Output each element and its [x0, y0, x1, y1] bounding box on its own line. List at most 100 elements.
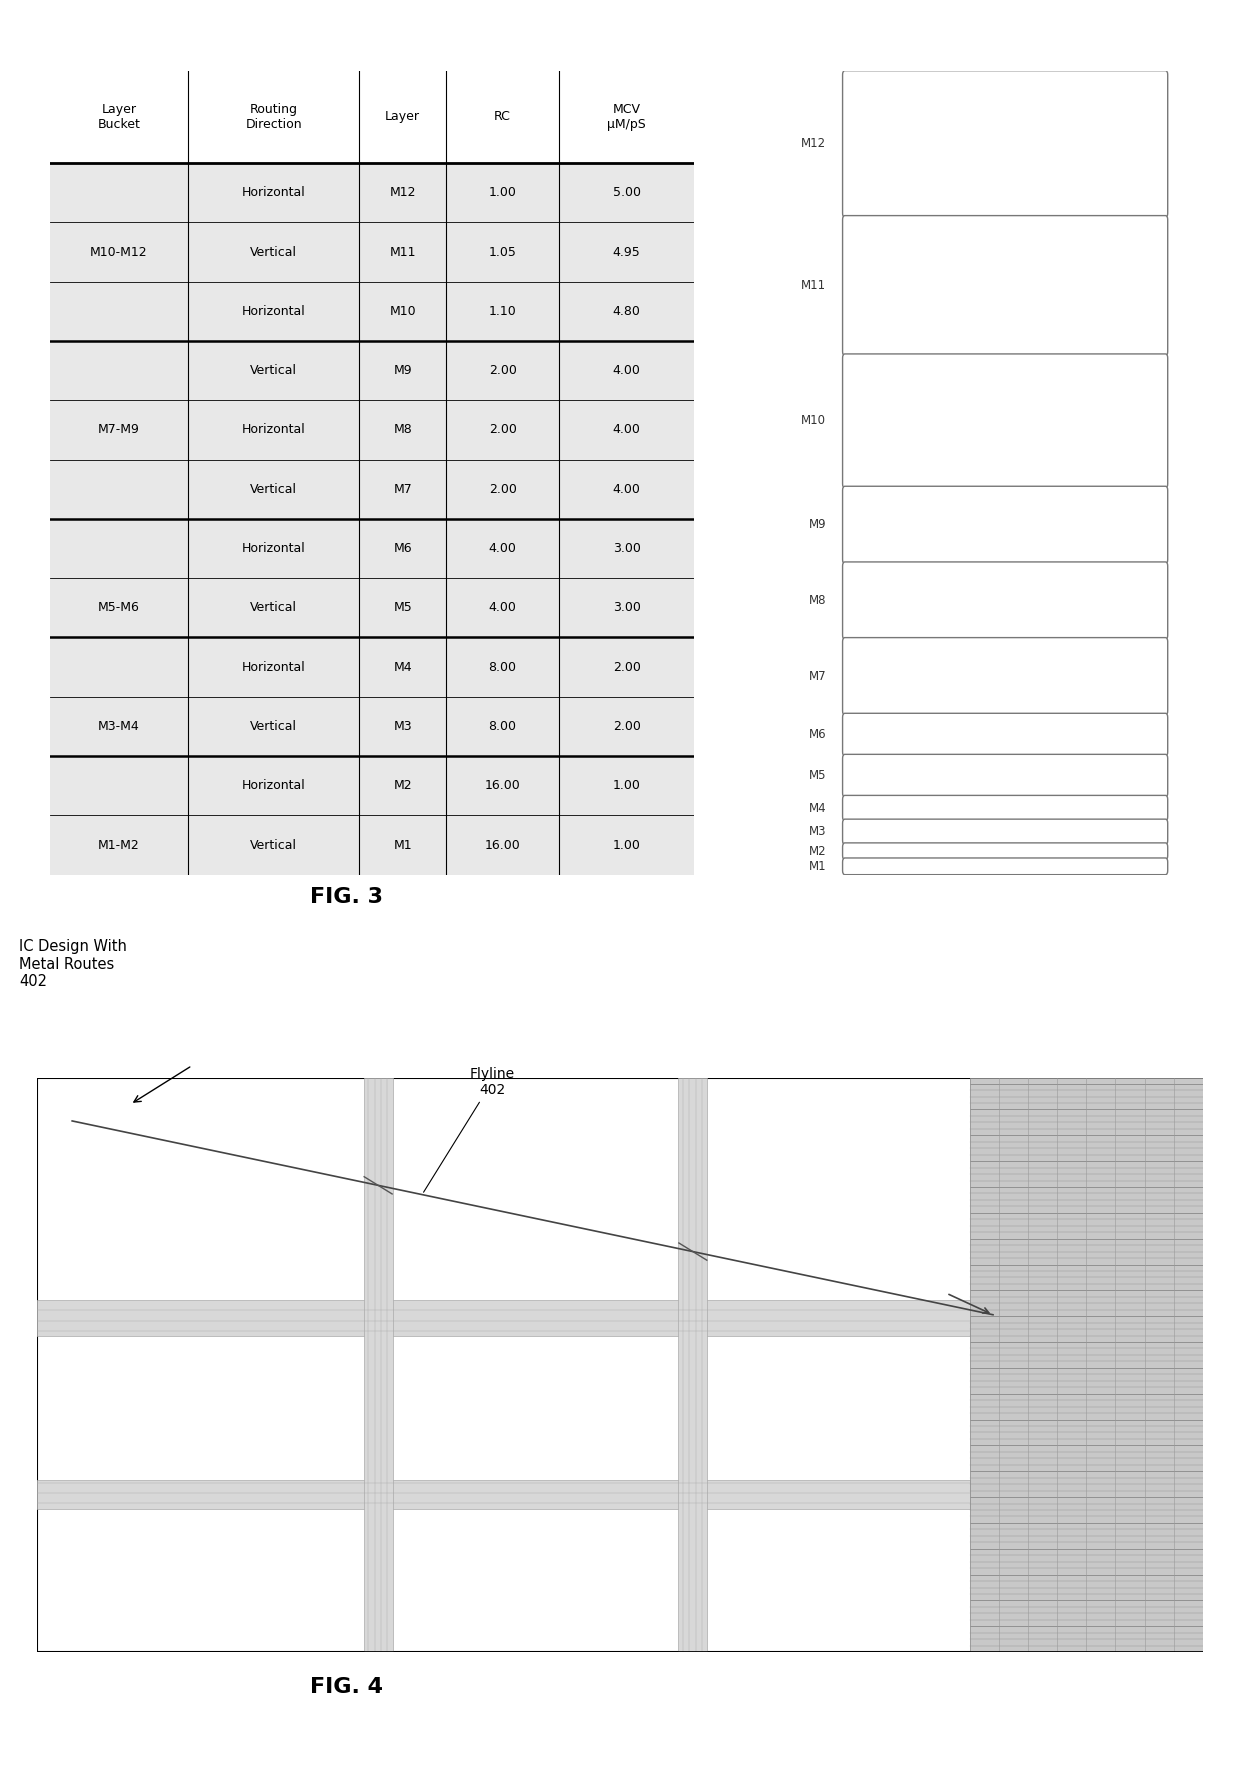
Text: Vertical: Vertical: [250, 839, 298, 852]
Text: M10-M12: M10-M12: [91, 246, 148, 258]
Bar: [50, 71, 694, 163]
Text: M1-M2: M1-M2: [98, 839, 140, 852]
Text: 2.00: 2.00: [489, 364, 517, 376]
Text: M10: M10: [801, 415, 826, 428]
FancyBboxPatch shape: [843, 638, 1168, 716]
Text: 2.00: 2.00: [613, 719, 641, 733]
FancyBboxPatch shape: [843, 562, 1168, 640]
Text: 4.95: 4.95: [613, 246, 641, 258]
Text: 3.00: 3.00: [613, 542, 641, 555]
Text: M6: M6: [393, 542, 412, 555]
FancyBboxPatch shape: [843, 843, 1168, 859]
Bar: [678, 1078, 707, 1652]
Bar: [37, 1481, 970, 1509]
Text: M7-M9: M7-M9: [98, 424, 140, 436]
Text: M7: M7: [808, 670, 826, 682]
Bar: [50, 281, 694, 341]
Text: 5.00: 5.00: [613, 186, 641, 200]
Text: Vertical: Vertical: [250, 601, 298, 615]
Bar: [50, 163, 694, 223]
Text: Layer
Bucket: Layer Bucket: [98, 102, 140, 131]
Text: Vertical: Vertical: [250, 246, 298, 258]
Text: 16.00: 16.00: [485, 779, 521, 792]
Text: M2: M2: [808, 845, 826, 857]
Text: Vertical: Vertical: [250, 364, 298, 376]
Text: M8: M8: [808, 594, 826, 608]
Text: 1.00: 1.00: [613, 839, 641, 852]
Text: 3.00: 3.00: [613, 601, 641, 615]
Text: M11: M11: [389, 246, 415, 258]
Bar: [50, 401, 694, 459]
Text: 4.00: 4.00: [613, 424, 641, 436]
FancyBboxPatch shape: [843, 714, 1168, 756]
Text: Horizontal: Horizontal: [242, 424, 305, 436]
Text: M8: M8: [393, 424, 412, 436]
Bar: [50, 223, 694, 281]
Text: M3: M3: [808, 825, 826, 838]
Text: M10: M10: [389, 306, 415, 318]
Bar: [50, 578, 694, 638]
Text: M9: M9: [393, 364, 412, 376]
Text: 1.10: 1.10: [489, 306, 516, 318]
Text: 1.00: 1.00: [489, 186, 517, 200]
Text: 4.00: 4.00: [489, 601, 517, 615]
FancyBboxPatch shape: [843, 71, 1168, 217]
Text: Routing
Direction: Routing Direction: [246, 102, 303, 131]
Bar: [50, 519, 694, 578]
Text: M3-M4: M3-M4: [98, 719, 140, 733]
Text: Vertical: Vertical: [250, 719, 298, 733]
Text: 2.00: 2.00: [613, 661, 641, 673]
Text: FIG. 4: FIG. 4: [310, 1677, 383, 1698]
FancyBboxPatch shape: [843, 859, 1168, 875]
Bar: [970, 1078, 1203, 1652]
FancyBboxPatch shape: [843, 353, 1168, 488]
Text: Flyline
402: Flyline 402: [424, 1067, 515, 1193]
FancyBboxPatch shape: [843, 486, 1168, 564]
Text: RC: RC: [494, 110, 511, 124]
Text: M1: M1: [808, 861, 826, 873]
Text: Horizontal: Horizontal: [242, 542, 305, 555]
FancyBboxPatch shape: [843, 755, 1168, 797]
Bar: [50, 459, 694, 519]
Text: M5-M6: M5-M6: [98, 601, 140, 615]
Text: 8.00: 8.00: [489, 661, 517, 673]
Text: 2.00: 2.00: [489, 424, 517, 436]
FancyBboxPatch shape: [843, 216, 1168, 355]
Bar: [50, 815, 694, 875]
Text: 16.00: 16.00: [485, 839, 521, 852]
Text: M12: M12: [389, 186, 415, 200]
Text: 4.00: 4.00: [489, 542, 517, 555]
Text: IC Design With
Metal Routes
402: IC Design With Metal Routes 402: [20, 940, 128, 990]
Bar: [50, 696, 694, 756]
Bar: [50, 341, 694, 401]
Text: M4: M4: [393, 661, 412, 673]
Text: M2: M2: [393, 779, 412, 792]
Bar: [363, 1078, 393, 1652]
Text: Horizontal: Horizontal: [242, 661, 305, 673]
Bar: [37, 1301, 970, 1336]
Text: MCV
μM/pS: MCV μM/pS: [608, 102, 646, 131]
Text: 2.00: 2.00: [489, 482, 517, 497]
Text: M9: M9: [808, 518, 826, 532]
Text: Vertical: Vertical: [250, 482, 298, 497]
Text: 8.00: 8.00: [489, 719, 517, 733]
Text: M1: M1: [393, 839, 412, 852]
Bar: [50, 756, 694, 815]
Text: M6: M6: [808, 728, 826, 740]
Text: M4: M4: [808, 802, 826, 815]
Text: Horizontal: Horizontal: [242, 186, 305, 200]
Text: M11: M11: [801, 279, 826, 292]
Text: Layer: Layer: [386, 110, 420, 124]
Text: FIG. 3: FIG. 3: [310, 887, 383, 906]
Text: M7: M7: [393, 482, 412, 497]
Text: 1.00: 1.00: [613, 779, 641, 792]
Text: M5: M5: [393, 601, 412, 615]
Text: Horizontal: Horizontal: [242, 306, 305, 318]
Bar: [50, 638, 694, 696]
FancyBboxPatch shape: [843, 795, 1168, 820]
Text: Horizontal: Horizontal: [242, 779, 305, 792]
Text: M3: M3: [393, 719, 412, 733]
Text: 4.80: 4.80: [613, 306, 641, 318]
Text: 4.00: 4.00: [613, 364, 641, 376]
FancyBboxPatch shape: [843, 820, 1168, 845]
